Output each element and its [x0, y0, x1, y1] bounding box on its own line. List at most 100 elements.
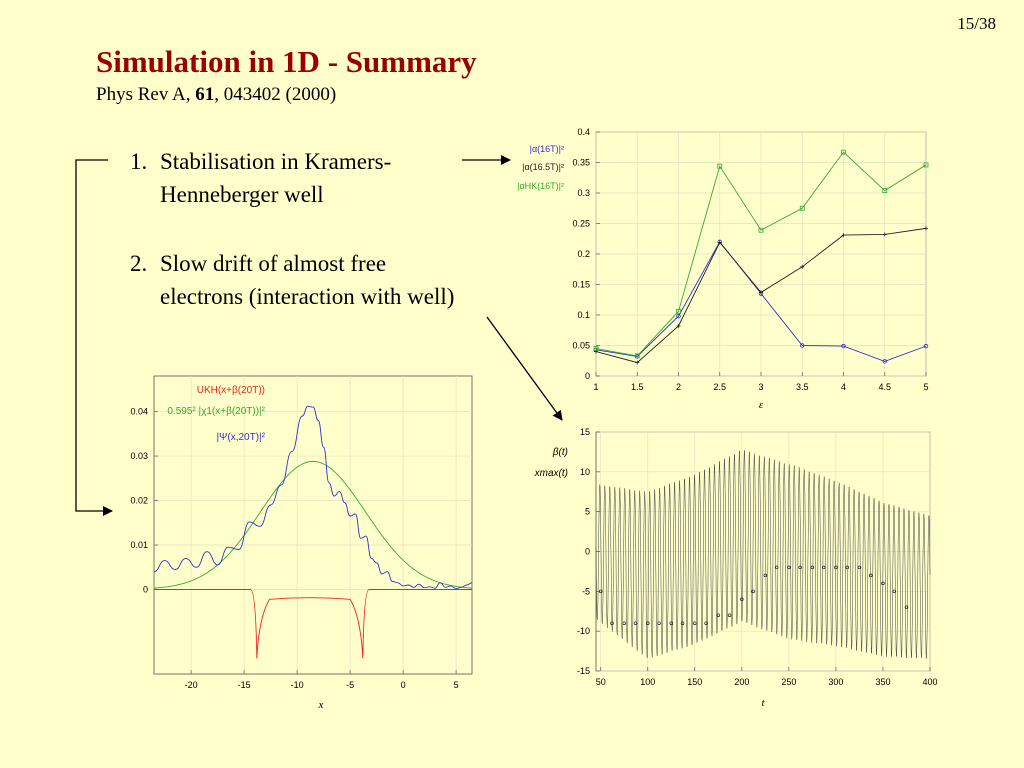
legend-entry: |α(16.5T)|² — [522, 162, 564, 172]
data-point-xmax — [904, 605, 909, 610]
y-tick-label: 0 — [143, 584, 148, 594]
legend-entry: |αHK(16T)|² — [517, 181, 564, 191]
reference-journal: Phys Rev A, — [96, 84, 196, 105]
x-tick-label: 350 — [875, 677, 890, 687]
legend-entry: xmax(t) — [534, 468, 568, 479]
data-point-xmax — [892, 589, 896, 594]
y-tick-label: -10 — [577, 626, 590, 636]
point-number: 1. — [130, 149, 148, 174]
data-point-xmax — [740, 597, 744, 602]
legend-entry: β(t) — [552, 447, 568, 458]
legend: |α(16T)|² |α(16.5T)|² |αHK(16T)|² — [517, 144, 564, 191]
y-tick-label: 0.04 — [130, 407, 148, 417]
x-tick-label: 1 — [593, 382, 598, 392]
y-tick-label: 15 — [580, 427, 590, 437]
x-tick-label: -20 — [185, 680, 198, 690]
x-tick-label: 400 — [922, 677, 937, 687]
y-tick-label: 0.03 — [130, 451, 148, 461]
data-point — [923, 162, 929, 168]
y-tick-label: 0.2 — [577, 249, 590, 259]
y-tick-label: -15 — [577, 666, 590, 676]
data-point-xmax — [821, 565, 826, 570]
data-point-xmax — [693, 621, 697, 625]
chart-wavefunction-vs-x: -20 -15 -10 -5 0 5 0 0.01 0.02 0.03 0.04 x UKH(x+β… — [130, 375, 473, 711]
data-point — [635, 360, 640, 365]
reference-volume: 61 — [195, 84, 215, 105]
y-tick-label: 0.35 — [572, 158, 590, 168]
data-point-xmax — [763, 573, 768, 578]
x-tick-label: 4 — [841, 382, 846, 392]
bracket-arrow — [75, 159, 113, 516]
data-point — [593, 346, 599, 351]
data-point — [676, 308, 681, 314]
x-tick-label: 3.5 — [796, 382, 809, 392]
y-tick-label: 0.15 — [572, 280, 590, 290]
data-point — [882, 359, 887, 364]
point-text-line1: Slow drift of almost free — [160, 251, 387, 276]
x-axis-label: ε — [759, 399, 764, 411]
series-line-psi — [153, 405, 473, 590]
y-tick-label: 0 — [585, 547, 590, 557]
data-point — [799, 205, 805, 211]
x-tick-label: 5 — [923, 382, 928, 392]
data-point — [882, 188, 888, 193]
y-tick-label: 10 — [580, 467, 590, 477]
x-tick-label: 4.5 — [878, 382, 891, 392]
x-tick-label: 300 — [828, 677, 843, 687]
data-point — [923, 343, 929, 349]
data-point-xmax — [810, 565, 815, 570]
data-point-xmax — [716, 613, 721, 617]
arrow-to-t-plot — [486, 316, 563, 421]
data-point-xmax — [787, 565, 791, 570]
x-axis-label: t — [761, 697, 765, 709]
data-point — [841, 233, 846, 238]
data-point-xmax — [857, 565, 862, 570]
data-point — [841, 149, 846, 155]
data-point-xmax — [610, 621, 614, 625]
x-tick-label: -10 — [291, 680, 304, 690]
data-point-xmax — [680, 621, 685, 625]
data-point-xmax — [727, 613, 732, 617]
x-axis-label: x — [318, 699, 324, 711]
x-tick-label: 5 — [454, 680, 459, 690]
y-tick-label: -5 — [582, 586, 590, 596]
x-tick-label: 150 — [687, 677, 702, 687]
data-point-xmax — [704, 621, 708, 625]
data-point — [800, 264, 805, 269]
point-text-line1: Stabilisation in Kramers- — [160, 149, 392, 174]
y-tick-label: 0.02 — [130, 496, 148, 506]
data-point-xmax — [669, 621, 674, 625]
data-point-xmax — [774, 565, 779, 570]
x-tick-label: -15 — [238, 680, 251, 690]
data-point — [676, 314, 681, 319]
data-point — [717, 163, 723, 169]
x-tick-label: 2 — [676, 382, 681, 392]
x-tick-label: 50 — [596, 677, 606, 687]
legend-entry: 0.595² |χ1(x+β(20T))|² — [167, 406, 265, 417]
point-number: 2. — [130, 251, 148, 276]
reference: Phys Rev A, 61, 043402 (2000) — [96, 84, 336, 106]
y-tick-label: 0.25 — [572, 219, 590, 229]
data-point — [882, 232, 887, 237]
data-point — [634, 353, 640, 359]
data-point-xmax — [633, 621, 638, 625]
data-point-xmax — [845, 565, 849, 570]
reference-rest: , 043402 (2000) — [214, 84, 337, 105]
slide-title: Simulation in 1D - Summary — [96, 44, 477, 79]
x-tick-label: 2.5 — [713, 382, 726, 392]
y-tick-label: 0.4 — [577, 127, 590, 137]
data-point-xmax — [657, 621, 661, 625]
legend-entry: |α(16T)|² — [530, 144, 564, 154]
data-point — [758, 227, 764, 233]
summary-point-1: 1. Stabilisation in Kramers- Henneberger … — [130, 145, 391, 211]
y-tick-label: 0.05 — [572, 341, 590, 351]
point-text-line2: electrons (interaction with well) — [160, 284, 455, 309]
series-line — [595, 151, 927, 357]
data-point-xmax — [645, 621, 650, 625]
data-point-xmax — [868, 573, 873, 578]
data-point-xmax — [881, 581, 885, 586]
x-tick-label: 0 — [401, 680, 406, 690]
y-tick-label: 0.01 — [130, 540, 148, 550]
